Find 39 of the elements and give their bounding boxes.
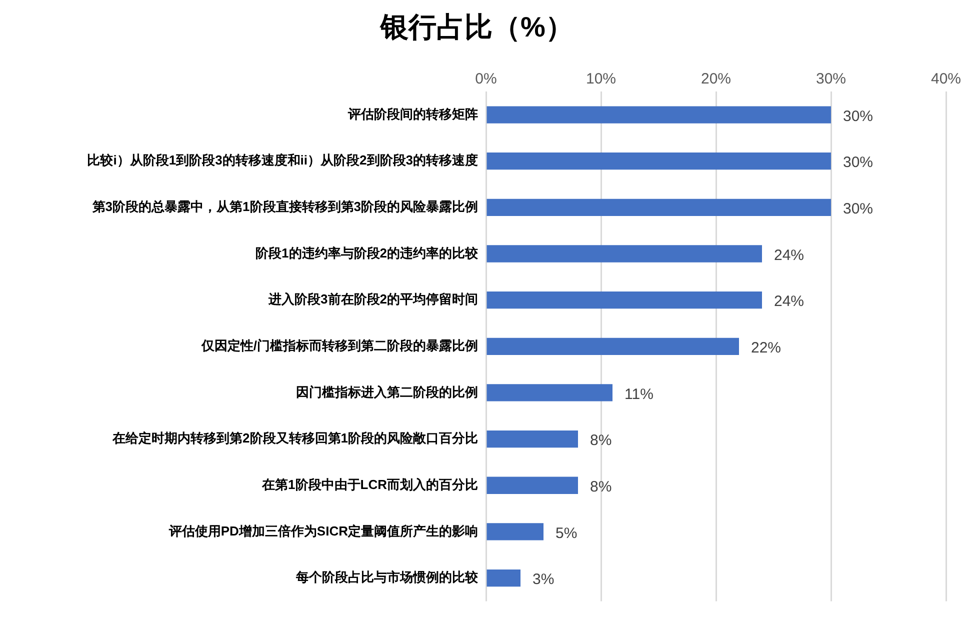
y-tick-label: 因门槛指标进入第二阶段的比例 — [296, 384, 478, 400]
bar — [486, 476, 578, 494]
bar — [486, 152, 831, 170]
bar — [486, 569, 520, 587]
data-label: 3% — [532, 571, 554, 588]
y-tick-label: 仅因定性/门槛指标而转移到第二阶段的暴露比例 — [200, 338, 478, 353]
y-tick-label: 评估阶段间的转移矩阵 — [347, 106, 478, 122]
bar — [486, 430, 578, 448]
x-tick-label: 0% — [475, 70, 497, 88]
y-tick-label: 第3阶段的总暴露中，从第1阶段直接转移到第3阶段的风险暴露比例 — [91, 198, 478, 214]
bar — [486, 292, 762, 309]
bar — [486, 198, 831, 216]
y-tick-label: 评估使用PD增加三倍作为SICR定量阈值所产生的影响 — [168, 523, 478, 538]
x-tick-label: 10% — [586, 70, 616, 88]
data-label: 8% — [590, 478, 612, 496]
bar — [486, 384, 612, 402]
y-tick-label: 在第1阶段中由于LCR而划入的百分比 — [261, 476, 478, 492]
data-label: 24% — [774, 246, 804, 264]
data-label: 22% — [751, 340, 782, 357]
chart-title: 银行占比（%） — [380, 12, 574, 43]
x-tick-label: 20% — [700, 70, 732, 88]
x-tick-label: 30% — [816, 70, 846, 88]
y-tick-label: 比较i）从阶段1到阶段3的转移速度和ii）从阶段2到阶段3的转移速度 — [87, 152, 478, 168]
data-label: 5% — [556, 524, 578, 542]
bar — [486, 106, 831, 124]
x-tick-label: 40% — [930, 70, 962, 88]
data-label: 11% — [624, 386, 654, 403]
y-tick-label: 进入阶段3前在阶段2的平均停留时间 — [268, 292, 478, 307]
bar — [486, 245, 762, 262]
bar — [486, 338, 739, 355]
y-tick-label: 在给定时期内转移到第2阶段又转移回第1阶段的风险敞口百分比 — [112, 430, 478, 446]
data-label: 30% — [843, 154, 874, 172]
y-tick-label: 阶段1的违约率与阶段2的违约率的比较 — [256, 245, 479, 260]
y-tick-label: 每个阶段占比与市场惯例的比较 — [295, 570, 479, 585]
data-label: 24% — [774, 293, 804, 310]
data-label: 30% — [843, 200, 874, 218]
bar — [486, 523, 544, 540]
data-label: 8% — [590, 432, 612, 450]
data-label: 30% — [843, 108, 874, 125]
